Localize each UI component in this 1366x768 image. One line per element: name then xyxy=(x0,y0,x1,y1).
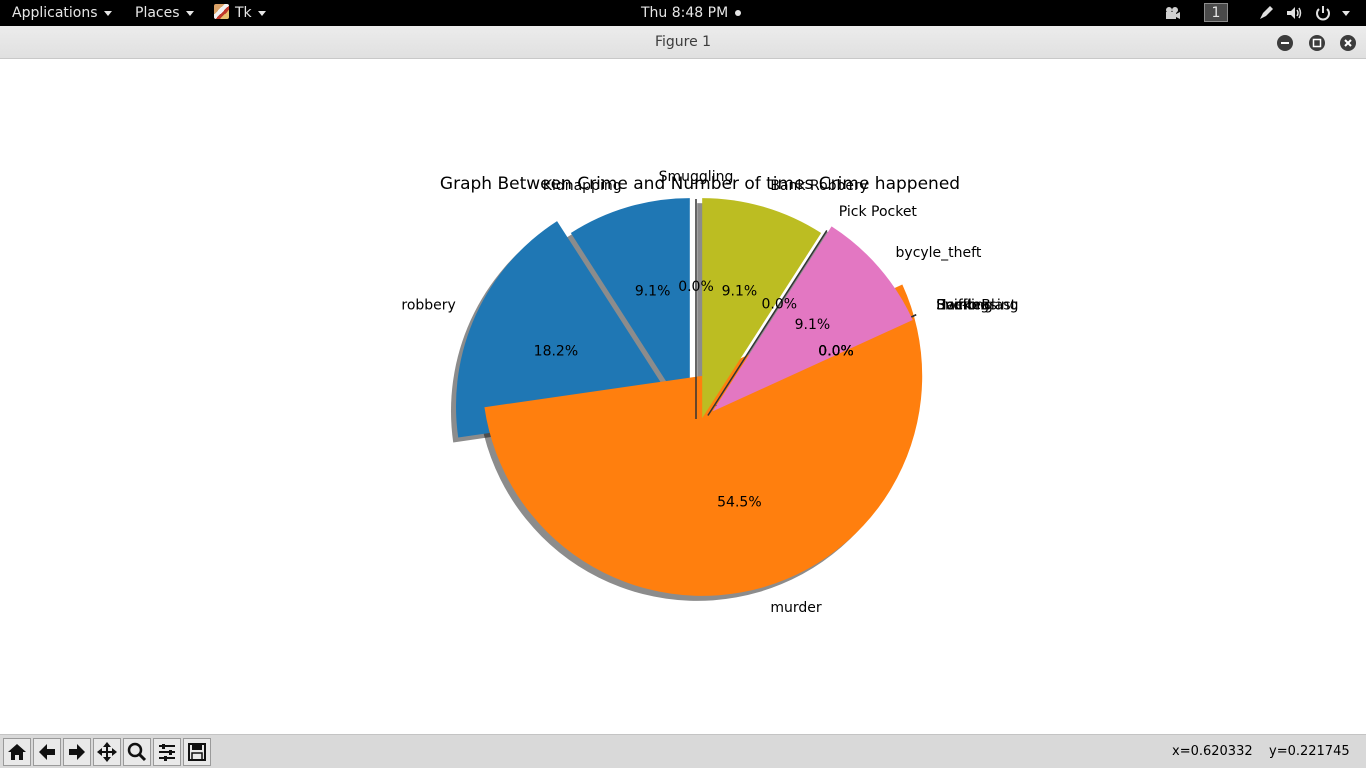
pan-icon[interactable] xyxy=(93,738,121,766)
chart-title: Graph Between Crime and Number of times … xyxy=(439,174,961,194)
pie-pct-bank-robbery: 9.1% xyxy=(722,283,758,299)
pie-label-bomb-blast: Bomb Blast xyxy=(936,298,1017,314)
save-icon[interactable] xyxy=(183,738,211,766)
pie-slice-kidnapping xyxy=(570,198,690,419)
chevron-down-icon xyxy=(185,10,194,16)
applications-menu[interactable]: Applications xyxy=(12,0,112,26)
pie-pct-robbery: 18.2% xyxy=(534,343,578,359)
power-icon[interactable] xyxy=(1314,4,1332,22)
clock[interactable]: Thu 8:48 PM xyxy=(641,0,741,26)
pie-pct-hacking: 0.0% xyxy=(818,343,854,359)
workspace-indicator[interactable]: 1 xyxy=(1204,3,1228,22)
tk-app-menu[interactable]: Tk xyxy=(214,0,266,26)
volume-icon[interactable] xyxy=(1285,4,1303,22)
forward-icon[interactable] xyxy=(63,738,91,766)
pen-icon[interactable] xyxy=(1257,4,1275,22)
pie-slice-bycyle-theft xyxy=(712,226,913,412)
tk-app-icon xyxy=(214,4,229,19)
pie-pct-murder: 54.5% xyxy=(717,495,761,511)
pie-label-sniffing: Sniffing xyxy=(936,298,989,314)
maximize-icon[interactable] xyxy=(1309,35,1325,51)
close-icon[interactable] xyxy=(1340,35,1356,51)
places-menu-label: Places xyxy=(135,5,180,21)
minimize-icon[interactable] xyxy=(1277,35,1293,51)
y-coordinate-readout: y=0.221745 xyxy=(1269,744,1350,759)
pie-label-hacking: Hacking xyxy=(936,298,993,314)
pie-pct-smuggling: 0.0% xyxy=(678,279,714,295)
zoom-icon[interactable] xyxy=(123,738,151,766)
figure-canvas[interactable]: Graph Between Crime and Number of times … xyxy=(0,59,1366,734)
chevron-down-icon[interactable] xyxy=(1342,11,1350,16)
pie-pct-bomb-blast: 0.0% xyxy=(818,343,854,359)
pie-pct-kidnapping: 9.1% xyxy=(635,283,671,299)
places-menu[interactable]: Places xyxy=(135,0,194,26)
x-coordinate-readout: x=0.620332 xyxy=(1172,744,1253,759)
back-icon[interactable] xyxy=(33,738,61,766)
pie-pct-bycyle-theft: 9.1% xyxy=(795,317,831,333)
navigation-toolbar: x=0.620332 y=0.221745 xyxy=(0,734,1366,768)
pie-label-murder: murder xyxy=(770,600,822,616)
pie-label-kidnapping: Kidnapping xyxy=(543,178,622,194)
pie-label-bycyle-theft: bycyle_theft xyxy=(896,245,982,261)
pie-chart: Kidnapping 9.1% robbery 18.2% murder 54.5% Bom… xyxy=(401,169,1018,616)
top-panel: Applications Places Tk Thu 8:48 PM 1 xyxy=(0,0,1366,26)
pie-label-eve-teasing: Eve-teasing xyxy=(936,298,1018,314)
tk-app-menu-label: Tk xyxy=(235,5,252,21)
applications-menu-label: Applications xyxy=(12,5,98,21)
pie-slice-robbery xyxy=(455,221,676,438)
home-icon[interactable] xyxy=(3,738,31,766)
window-title: Figure 1 xyxy=(654,34,712,50)
pie-pct-sniffing: 0.0% xyxy=(818,343,854,359)
pie-label-bank-robbery: Bank Robbery xyxy=(770,178,868,194)
pie-slice-bank-robbery xyxy=(702,198,822,419)
window-titlebar[interactable]: Figure 1 xyxy=(0,26,1366,59)
pie-label-pick-pocket: Pick Pocket xyxy=(839,204,918,220)
notification-dot-icon xyxy=(734,10,741,16)
chevron-down-icon xyxy=(103,10,112,16)
chevron-down-icon xyxy=(257,10,266,16)
pie-label-robbery: robbery xyxy=(401,298,455,314)
pie-label-smuggling: Smuggling xyxy=(659,169,734,185)
pie-pct-eve-teasing: 0.0% xyxy=(818,343,854,359)
video-camera-icon[interactable] xyxy=(1163,4,1181,22)
pie-pct-pick-pocket: 0.0% xyxy=(761,296,797,312)
clock-label: Thu 8:48 PM xyxy=(641,5,729,21)
pie-slice-pick-pocket xyxy=(707,230,828,416)
configure-subplots-icon[interactable] xyxy=(153,738,181,766)
